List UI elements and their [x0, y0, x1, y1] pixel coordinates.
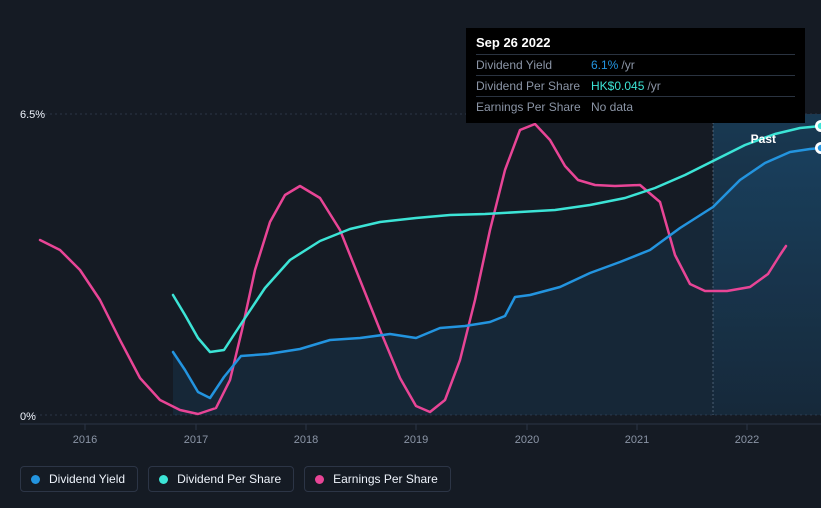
tooltip-key: Earnings Per Share — [476, 99, 591, 115]
tooltip-unit: /yr — [621, 57, 634, 73]
tooltip-unit: /yr — [647, 78, 660, 94]
tooltip-value: HK$0.045 — [591, 78, 644, 94]
y-tick-label: 6.5% — [20, 109, 45, 121]
x-tick-label: 2019 — [404, 434, 428, 446]
chart-tooltip: Sep 26 2022 Dividend Yield6.1%/yrDividen… — [466, 28, 805, 123]
tooltip-row: Dividend Yield6.1%/yr — [476, 54, 795, 75]
x-tick-label: 2020 — [515, 434, 539, 446]
legend-item[interactable]: Dividend Yield — [20, 466, 138, 492]
legend-item[interactable]: Earnings Per Share — [304, 466, 451, 492]
tooltip-row: Dividend Per ShareHK$0.045/yr — [476, 75, 795, 96]
legend-label: Dividend Yield — [49, 472, 125, 486]
legend-dot-icon — [159, 475, 168, 484]
legend-label: Dividend Per Share — [177, 472, 281, 486]
x-tick-label: 2016 — [73, 434, 97, 446]
tooltip-key: Dividend Per Share — [476, 78, 591, 94]
legend-label: Earnings Per Share — [333, 472, 438, 486]
tooltip-row: Earnings Per ShareNo data — [476, 96, 795, 117]
x-tick-label: 2022 — [735, 434, 759, 446]
tooltip-value: 6.1% — [591, 57, 618, 73]
chart-legend: Dividend Yield Dividend Per Share Earnings… — [20, 466, 451, 492]
x-tick-label: 2017 — [184, 434, 208, 446]
y-tick-label: 0% — [20, 411, 36, 423]
legend-item[interactable]: Dividend Per Share — [148, 466, 294, 492]
legend-dot-icon — [31, 475, 40, 484]
tooltip-date: Sep 26 2022 — [476, 35, 795, 54]
tooltip-value: No data — [591, 99, 633, 115]
x-tick-label: 2018 — [294, 434, 318, 446]
legend-dot-icon — [315, 475, 324, 484]
past-label: Past — [751, 132, 776, 146]
x-tick-label: 2021 — [625, 434, 649, 446]
tooltip-key: Dividend Yield — [476, 57, 591, 73]
